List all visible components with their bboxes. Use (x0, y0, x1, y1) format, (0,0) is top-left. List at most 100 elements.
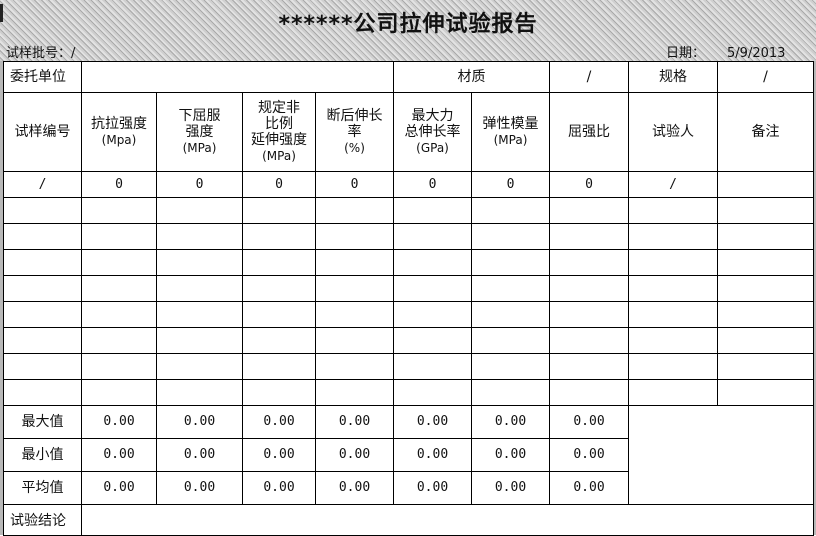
empty-cell[interactable] (156, 301, 243, 328)
empty-cell[interactable] (717, 379, 814, 406)
empty-cell[interactable] (315, 275, 394, 302)
empty-cell[interactable] (393, 249, 472, 276)
client-value[interactable] (81, 61, 394, 93)
empty-cell[interactable] (717, 249, 814, 276)
empty-cell[interactable] (81, 353, 157, 380)
empty-cell[interactable] (549, 379, 629, 406)
empty-cell[interactable] (393, 379, 472, 406)
empty-cell[interactable] (242, 249, 316, 276)
empty-cell[interactable] (242, 379, 316, 406)
empty-cell[interactable] (628, 327, 718, 354)
empty-cell[interactable] (549, 249, 629, 276)
empty-cell[interactable] (3, 249, 82, 276)
empty-cell[interactable] (315, 327, 394, 354)
empty-cell[interactable] (549, 327, 629, 354)
empty-cell[interactable] (3, 301, 82, 328)
empty-cell[interactable] (471, 353, 550, 380)
empty-cell[interactable] (549, 197, 629, 224)
empty-cell[interactable] (242, 327, 316, 354)
empty-cell[interactable] (393, 353, 472, 380)
empty-cell[interactable] (242, 275, 316, 302)
empty-cell[interactable] (471, 301, 550, 328)
empty-cell[interactable] (628, 301, 718, 328)
empty-cell[interactable] (315, 379, 394, 406)
empty-cell[interactable] (717, 327, 814, 354)
empty-cell[interactable] (156, 353, 243, 380)
stats-value: 0.00 (315, 471, 394, 505)
empty-cell[interactable] (3, 197, 82, 224)
empty-cell[interactable] (393, 327, 472, 354)
spec-label: 规格 (628, 61, 718, 93)
data-cell[interactable]: 0 (315, 171, 394, 198)
empty-cell[interactable] (156, 197, 243, 224)
empty-cell[interactable] (3, 223, 82, 250)
empty-cell[interactable] (3, 353, 82, 380)
empty-cell[interactable] (471, 223, 550, 250)
empty-cell[interactable] (717, 353, 814, 380)
table-row (3, 249, 814, 276)
empty-cell[interactable] (3, 275, 82, 302)
stats-row: 最大值 0.00 0.00 0.00 0.00 0.00 0.00 0.00 (3, 405, 814, 505)
empty-cell[interactable] (81, 275, 157, 302)
empty-cell[interactable] (471, 197, 550, 224)
data-cell[interactable]: / (628, 171, 718, 198)
empty-cell[interactable] (393, 223, 472, 250)
data-cell[interactable]: 0 (549, 171, 629, 198)
empty-cell[interactable] (628, 353, 718, 380)
empty-cell[interactable] (3, 327, 82, 354)
empty-cell[interactable] (393, 275, 472, 302)
empty-cell[interactable] (471, 379, 550, 406)
empty-cell[interactable] (717, 275, 814, 302)
empty-cell[interactable] (315, 223, 394, 250)
empty-cell[interactable] (393, 301, 472, 328)
empty-cell[interactable] (242, 301, 316, 328)
empty-cell[interactable] (628, 275, 718, 302)
empty-cell[interactable] (81, 379, 157, 406)
data-cell[interactable]: / (3, 171, 82, 198)
empty-cell[interactable] (3, 379, 82, 406)
empty-cell[interactable] (242, 197, 316, 224)
empty-cell[interactable] (628, 223, 718, 250)
empty-cell[interactable] (471, 275, 550, 302)
empty-cell[interactable] (628, 379, 718, 406)
empty-cell[interactable] (628, 249, 718, 276)
empty-cell[interactable] (471, 249, 550, 276)
empty-cell[interactable] (549, 301, 629, 328)
data-cell[interactable]: 0 (471, 171, 550, 198)
conclusion-label: 试验结论 (3, 504, 82, 536)
empty-cell[interactable] (242, 223, 316, 250)
empty-cell[interactable] (81, 223, 157, 250)
spec-value[interactable]: / (717, 61, 814, 93)
empty-cell[interactable] (81, 197, 157, 224)
empty-cell[interactable] (315, 249, 394, 276)
empty-cell[interactable] (717, 197, 814, 224)
empty-cell[interactable] (628, 197, 718, 224)
material-value[interactable]: / (549, 61, 629, 93)
empty-cell[interactable] (156, 223, 243, 250)
empty-cell[interactable] (315, 301, 394, 328)
data-cell[interactable]: 0 (156, 171, 243, 198)
data-cell[interactable] (717, 171, 814, 198)
empty-cell[interactable] (393, 197, 472, 224)
header-text: 下屈服 强度 (178, 108, 221, 140)
empty-cell[interactable] (315, 353, 394, 380)
empty-cell[interactable] (315, 197, 394, 224)
data-cell[interactable]: 0 (393, 171, 472, 198)
data-cell[interactable]: 0 (81, 171, 157, 198)
empty-cell[interactable] (471, 327, 550, 354)
empty-cell[interactable] (156, 327, 243, 354)
empty-cell[interactable] (81, 249, 157, 276)
empty-cell[interactable] (81, 327, 157, 354)
empty-cell[interactable] (156, 249, 243, 276)
empty-cell[interactable] (156, 379, 243, 406)
empty-cell[interactable] (549, 275, 629, 302)
empty-cell[interactable] (549, 353, 629, 380)
empty-cell[interactable] (81, 301, 157, 328)
empty-cell[interactable] (717, 301, 814, 328)
empty-cell[interactable] (156, 275, 243, 302)
conclusion-value[interactable] (81, 504, 814, 536)
empty-cell[interactable] (717, 223, 814, 250)
empty-cell[interactable] (242, 353, 316, 380)
data-cell[interactable]: 0 (242, 171, 316, 198)
empty-cell[interactable] (549, 223, 629, 250)
